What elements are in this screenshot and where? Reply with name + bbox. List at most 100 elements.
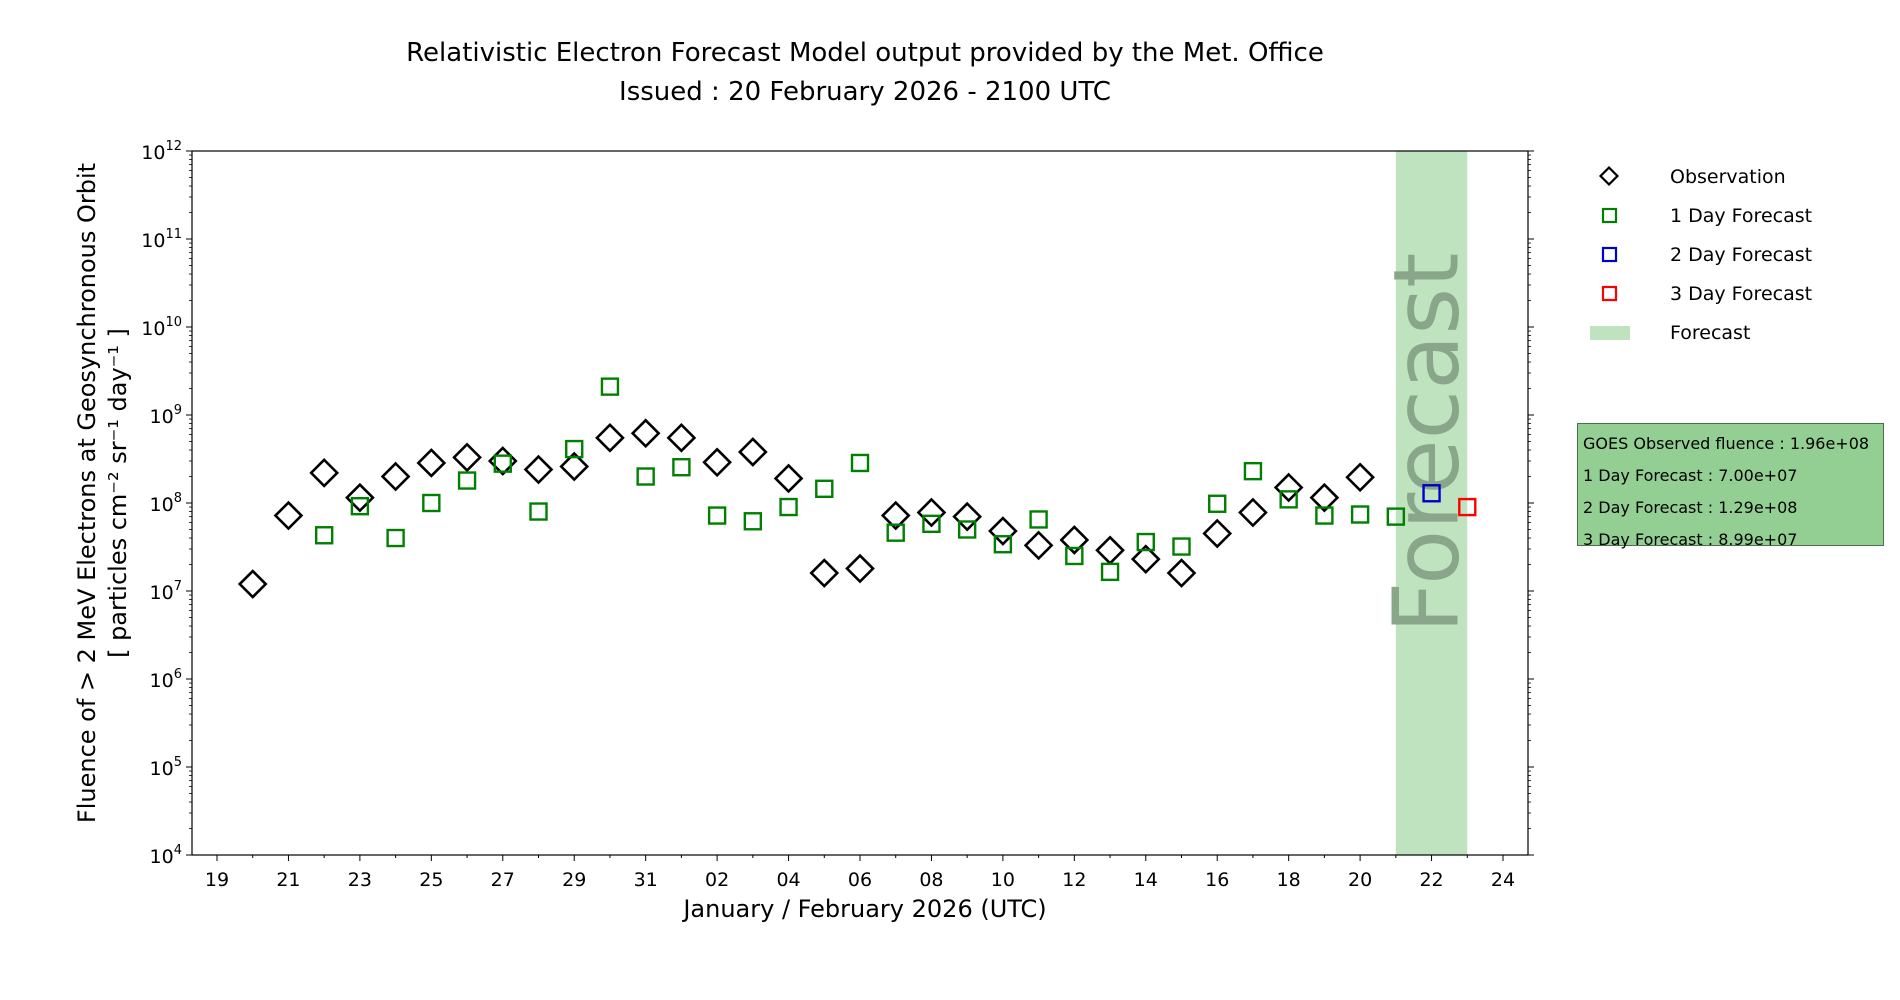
observation-point	[380, 461, 411, 492]
legend-item-3-day-forecast: 3 Day Forecast	[1590, 279, 1812, 309]
forecast-point	[314, 526, 334, 545]
y-tick-label: 109	[150, 403, 182, 428]
observation-point	[702, 447, 732, 478]
forecast-point	[1172, 537, 1191, 556]
x-tick-label: 10	[991, 869, 1015, 891]
legend-item-forecast: Forecast	[1590, 318, 1750, 348]
observation-point	[773, 463, 804, 494]
forecast-point	[1422, 484, 1441, 503]
forecast-point	[350, 496, 370, 516]
x-tick-label: 29	[562, 869, 586, 891]
observation-point	[1309, 482, 1340, 513]
forecast-point	[386, 528, 405, 548]
forecast-info-box: GOES Observed fluence : 1.96e+08 1 Day F…	[1577, 423, 1884, 549]
observation-point	[809, 558, 840, 588]
forecast-point	[743, 512, 763, 531]
observation-point	[845, 553, 875, 584]
y-tick-label: 108	[150, 491, 182, 516]
observation-point	[1273, 472, 1304, 503]
y-tick-label: 106	[150, 667, 182, 692]
y-tick-label: 1012	[141, 139, 182, 164]
legend-label: 2 Day Forecast	[1670, 244, 1813, 266]
y-tick-label: 1011	[141, 227, 182, 252]
observation-point	[416, 448, 447, 478]
chart-subtitle: Issued : 20 February 2026 - 2100 UTC	[619, 77, 1111, 107]
legend-label: 3 Day Forecast	[1670, 283, 1813, 305]
y-tick-label: 105	[150, 755, 182, 780]
info-goes-observed: GOES Observed fluence : 1.96e+08	[1583, 434, 1870, 453]
observation-point	[880, 500, 911, 531]
observation-point	[452, 442, 482, 473]
forecast-patch-icon	[1590, 318, 1630, 348]
forecast-point	[1279, 490, 1298, 509]
x-tick-label: 04	[776, 869, 800, 891]
forecast-band-label: Forecast	[1375, 253, 1480, 634]
observation-point	[1166, 558, 1197, 588]
observation-point	[309, 458, 340, 488]
observation-point	[523, 454, 554, 485]
legend-item-observation: Observation	[1590, 162, 1786, 192]
x-tick-label: 31	[634, 869, 658, 891]
x-tick-label: 21	[276, 869, 300, 891]
info-2-day-forecast: 2 Day Forecast : 1.29e+08	[1583, 498, 1798, 517]
forecast-point	[565, 439, 584, 459]
legend-label: Forecast	[1670, 322, 1751, 344]
info-1-day-forecast: 1 Day Forecast : 7.00e+07	[1583, 466, 1798, 485]
observation-point	[559, 451, 590, 482]
y-axis-label: Fluence of > 2 MeV Electrons at Geosynch…	[73, 163, 101, 823]
legend-item-1-day-forecast: 1 Day Forecast	[1590, 201, 1812, 231]
forecast-point	[886, 523, 905, 542]
x-tick-label: 06	[848, 869, 872, 891]
forecast-point	[1386, 507, 1406, 526]
forecast-point	[1065, 546, 1084, 566]
series-2-day-forecast	[1422, 484, 1441, 503]
forecast-point	[1350, 505, 1370, 524]
observation-point	[595, 423, 625, 453]
observation-point	[952, 501, 983, 532]
series-3-day-forecast	[1458, 497, 1477, 517]
x-tick-label: 18	[1277, 869, 1301, 891]
forecast-point	[493, 454, 512, 473]
observation-point	[630, 418, 661, 449]
forecast-point	[1208, 494, 1227, 513]
plot-frame	[191, 150, 1529, 856]
forecast-point	[850, 453, 870, 473]
forecast-point	[1100, 562, 1120, 582]
forecast-point	[779, 497, 798, 517]
forecast-point	[1315, 506, 1334, 525]
square-marker-icon	[1590, 240, 1630, 270]
x-tick-label: 16	[1205, 869, 1229, 891]
x-tick-label: 27	[491, 869, 515, 891]
observation-point	[1238, 497, 1268, 528]
forecast-point	[600, 377, 620, 396]
x-tick-label: 24	[1491, 869, 1515, 891]
observation-point	[666, 423, 697, 453]
info-3-day-forecast: 3 Day Forecast : 8.99e+07	[1583, 530, 1798, 549]
x-tick-label: 14	[1134, 869, 1158, 891]
forecast-point	[1136, 532, 1155, 552]
forecast-point	[529, 502, 548, 521]
series-1-day-forecast	[314, 377, 1406, 582]
forecast-point	[1458, 497, 1477, 517]
observation-point	[1023, 530, 1054, 561]
observation-point	[273, 500, 304, 531]
observation-point	[988, 516, 1018, 546]
forecast-point	[922, 514, 941, 534]
forecast-band	[1395, 151, 1468, 855]
diamond-marker-icon	[1590, 162, 1630, 192]
square-marker-icon	[1590, 279, 1630, 309]
observation-point	[916, 497, 947, 528]
x-axis-label: January / February 2026 (UTC)	[683, 895, 1047, 923]
square-marker-icon	[1590, 201, 1630, 231]
y-tick-label: 104	[150, 843, 182, 868]
series-observation	[237, 418, 1375, 599]
observation-point	[345, 482, 375, 513]
x-tick-label: 02	[705, 869, 729, 891]
legend-item-2-day-forecast: 2 Day Forecast	[1590, 240, 1812, 270]
x-tick-label: 22	[1419, 869, 1443, 891]
forecast-point	[1243, 461, 1263, 481]
x-tick-label: 12	[1062, 869, 1086, 891]
forecast-point	[457, 471, 477, 490]
forecast-point	[815, 479, 834, 498]
